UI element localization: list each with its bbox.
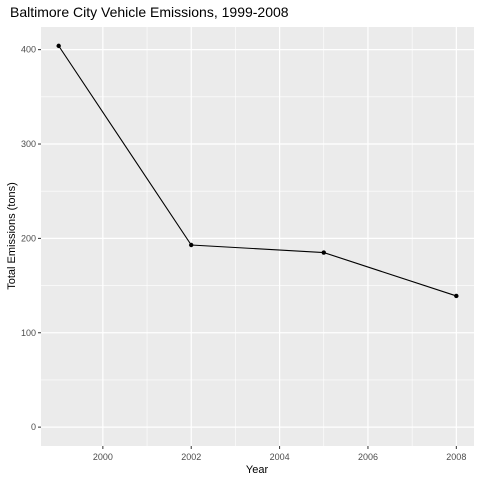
x-tick-label: 2004 — [270, 452, 290, 462]
y-tick-label: 400 — [21, 45, 36, 55]
plot-panel — [41, 27, 474, 446]
x-tick-label: 2006 — [358, 452, 378, 462]
data-point — [321, 250, 326, 255]
gridlines — [41, 27, 474, 446]
chart-title: Baltimore City Vehicle Emissions, 1999-2… — [10, 4, 289, 20]
series-layer — [56, 43, 459, 299]
y-axis-title: Total Emissions (tons) — [6, 182, 18, 290]
y-tick-label: 300 — [21, 139, 36, 149]
x-tick-label: 2008 — [446, 452, 466, 462]
data-point — [189, 242, 194, 248]
x-tick-label: 2002 — [181, 452, 201, 462]
y-tick-label: 200 — [21, 233, 36, 243]
y-tick-label: 100 — [21, 328, 36, 338]
x-tick-label: 2000 — [93, 452, 113, 462]
series-line — [58, 45, 457, 297]
x-axis-title: Year — [246, 464, 269, 476]
data-point — [454, 293, 459, 299]
y-tick-label: 0 — [31, 422, 36, 432]
axis-ticks: 2000 2002 2004 2006 2008 0 100 200 300 400 — [21, 45, 466, 462]
data-point — [56, 43, 61, 49]
